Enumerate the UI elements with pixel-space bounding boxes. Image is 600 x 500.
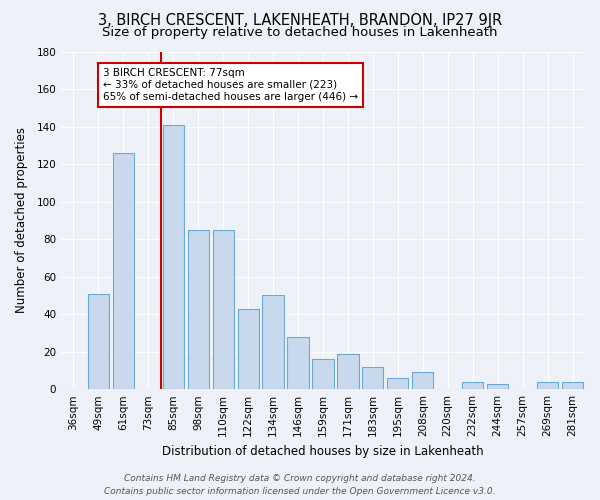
Bar bbox=[362, 366, 383, 389]
Text: 3 BIRCH CRESCENT: 77sqm
← 33% of detached houses are smaller (223)
65% of semi-d: 3 BIRCH CRESCENT: 77sqm ← 33% of detache… bbox=[103, 68, 358, 102]
Y-axis label: Number of detached properties: Number of detached properties bbox=[15, 128, 28, 314]
Bar bbox=[88, 294, 109, 389]
Bar bbox=[562, 382, 583, 389]
Text: Size of property relative to detached houses in Lakenheath: Size of property relative to detached ho… bbox=[102, 26, 498, 39]
Bar bbox=[537, 382, 558, 389]
Bar bbox=[212, 230, 234, 389]
Bar bbox=[262, 296, 284, 389]
Bar bbox=[387, 378, 409, 389]
Bar bbox=[163, 124, 184, 389]
X-axis label: Distribution of detached houses by size in Lakenheath: Distribution of detached houses by size … bbox=[162, 444, 484, 458]
Bar bbox=[313, 359, 334, 389]
Bar bbox=[462, 382, 484, 389]
Text: 3, BIRCH CRESCENT, LAKENHEATH, BRANDON, IP27 9JR: 3, BIRCH CRESCENT, LAKENHEATH, BRANDON, … bbox=[98, 12, 502, 28]
Bar bbox=[188, 230, 209, 389]
Text: Contains HM Land Registry data © Crown copyright and database right 2024.
Contai: Contains HM Land Registry data © Crown c… bbox=[104, 474, 496, 496]
Bar bbox=[113, 153, 134, 389]
Bar bbox=[287, 336, 308, 389]
Bar bbox=[238, 308, 259, 389]
Bar bbox=[337, 354, 359, 389]
Bar bbox=[412, 372, 433, 389]
Bar bbox=[487, 384, 508, 389]
